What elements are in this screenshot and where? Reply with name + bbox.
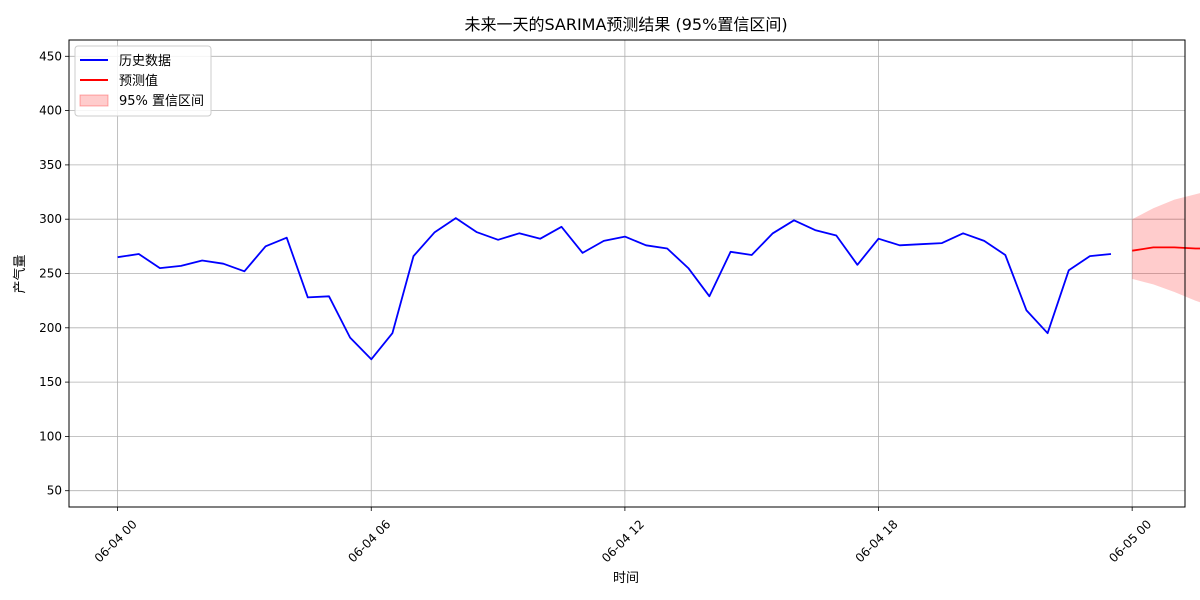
grid (69, 40, 1185, 507)
y-tick-label: 200 (39, 321, 62, 335)
y-tick-label: 150 (39, 375, 62, 389)
y-tick-label: 50 (47, 484, 62, 498)
y-tick-label: 250 (39, 267, 62, 281)
y-axis-label: 产气量 (12, 254, 28, 293)
legend-swatch-confidence (79, 94, 109, 107)
confidence-band-layer (1132, 193, 1200, 303)
x-tick-label: 06-04 12 (599, 517, 647, 565)
legend: 历史数据 预测值 95% 置信区间 (74, 45, 212, 117)
x-tick-label: 06-04 06 (345, 517, 393, 565)
x-tick-label: 06-04 18 (853, 517, 901, 565)
legend-label-confidence: 95% 置信区间 (119, 94, 204, 109)
legend-label-forecast: 预测值 (119, 73, 158, 89)
x-axis-label: 时间 (613, 571, 639, 586)
history-series-line (117, 217, 1112, 361)
confidence-band (1132, 193, 1200, 303)
x-tick-label: 06-05 00 (1106, 517, 1154, 565)
x-tick-label: 06-04 00 (92, 517, 140, 565)
legend-label-history: 历史数据 (119, 54, 171, 69)
y-tick-label: 100 (39, 429, 62, 443)
y-tick-label: 300 (39, 212, 62, 226)
y-tick-label: 450 (39, 49, 62, 63)
y-tick-label: 400 (39, 104, 62, 118)
y-tick-label: 350 (39, 158, 62, 172)
series-layer (117, 217, 1200, 361)
legend-frame (74, 45, 212, 117)
chart-title: 未来一天的SARIMA预测结果 (95%置信区间) (464, 15, 787, 34)
